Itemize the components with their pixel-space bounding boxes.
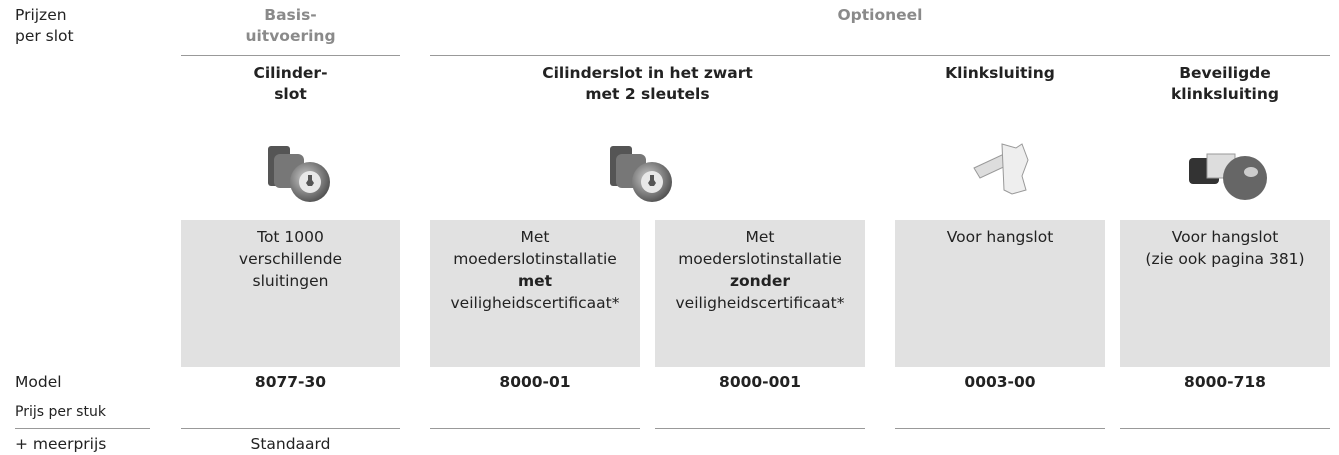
rule: [181, 55, 400, 56]
lock-icon: [973, 143, 1029, 195]
basis-label: uitvoering: [245, 27, 336, 45]
rule: [15, 428, 150, 429]
rule: [655, 428, 865, 429]
description-line: Met: [745, 228, 775, 246]
lock-icon: [610, 146, 672, 202]
rule: [895, 428, 1105, 429]
rule: [181, 428, 400, 429]
description-line: moederslotinstallatie: [678, 250, 842, 268]
basis-label: Basis-: [264, 6, 317, 24]
description-line: veiligheidscertificaat*: [450, 294, 620, 312]
description-line: verschillende: [238, 250, 343, 268]
description-line: sluitingen: [252, 272, 329, 290]
description-line: Voor hangslot: [946, 228, 1054, 246]
optional-label: Optioneel: [837, 6, 923, 24]
column-title: Beveiligde: [1179, 64, 1271, 82]
column-title: klinksluiting: [1170, 85, 1279, 103]
description-line: met: [517, 272, 553, 290]
description-line: (zie ook pagina 381): [1145, 250, 1305, 268]
model-number: 8077-30: [254, 373, 327, 391]
lock-icon: [268, 146, 330, 202]
description-line: veiligheidscertificaat*: [675, 294, 845, 312]
rule: [1120, 428, 1330, 429]
row-label: Prijs per stuk: [15, 404, 106, 420]
description-box: [895, 220, 1105, 367]
column-title: slot: [274, 85, 307, 103]
description-line: Tot 1000: [257, 228, 324, 246]
rule: [430, 55, 1330, 56]
corner-label: per slot: [15, 27, 74, 45]
row-label: + meerprijs: [15, 435, 107, 453]
model-number: 0003-00: [964, 373, 1036, 391]
description-line: moederslotinstallatie: [453, 250, 617, 268]
column-title: Cilinder-: [253, 64, 328, 82]
corner-label: Prijzen: [15, 6, 67, 24]
row-label: Model: [15, 373, 62, 391]
description-line: zonder: [730, 272, 790, 290]
column-title: met 2 sleutels: [585, 85, 710, 103]
column-title: Cilinderslot in het zwart: [542, 64, 753, 82]
model-number: 8000-01: [499, 373, 571, 391]
model-number: 8000-718: [1184, 373, 1266, 391]
description-line: Voor hangslot: [1171, 228, 1279, 246]
description-box: [430, 220, 640, 367]
description-box: [655, 220, 865, 367]
lock-icon: [1189, 153, 1267, 200]
column-title: Klinksluiting: [945, 64, 1055, 82]
model-number: 8000-001: [719, 373, 801, 391]
description-box: [1120, 220, 1330, 367]
description-line: Met: [520, 228, 550, 246]
rule: [430, 428, 640, 429]
description-box: [181, 220, 400, 367]
surcharge: Standaard: [250, 435, 331, 453]
